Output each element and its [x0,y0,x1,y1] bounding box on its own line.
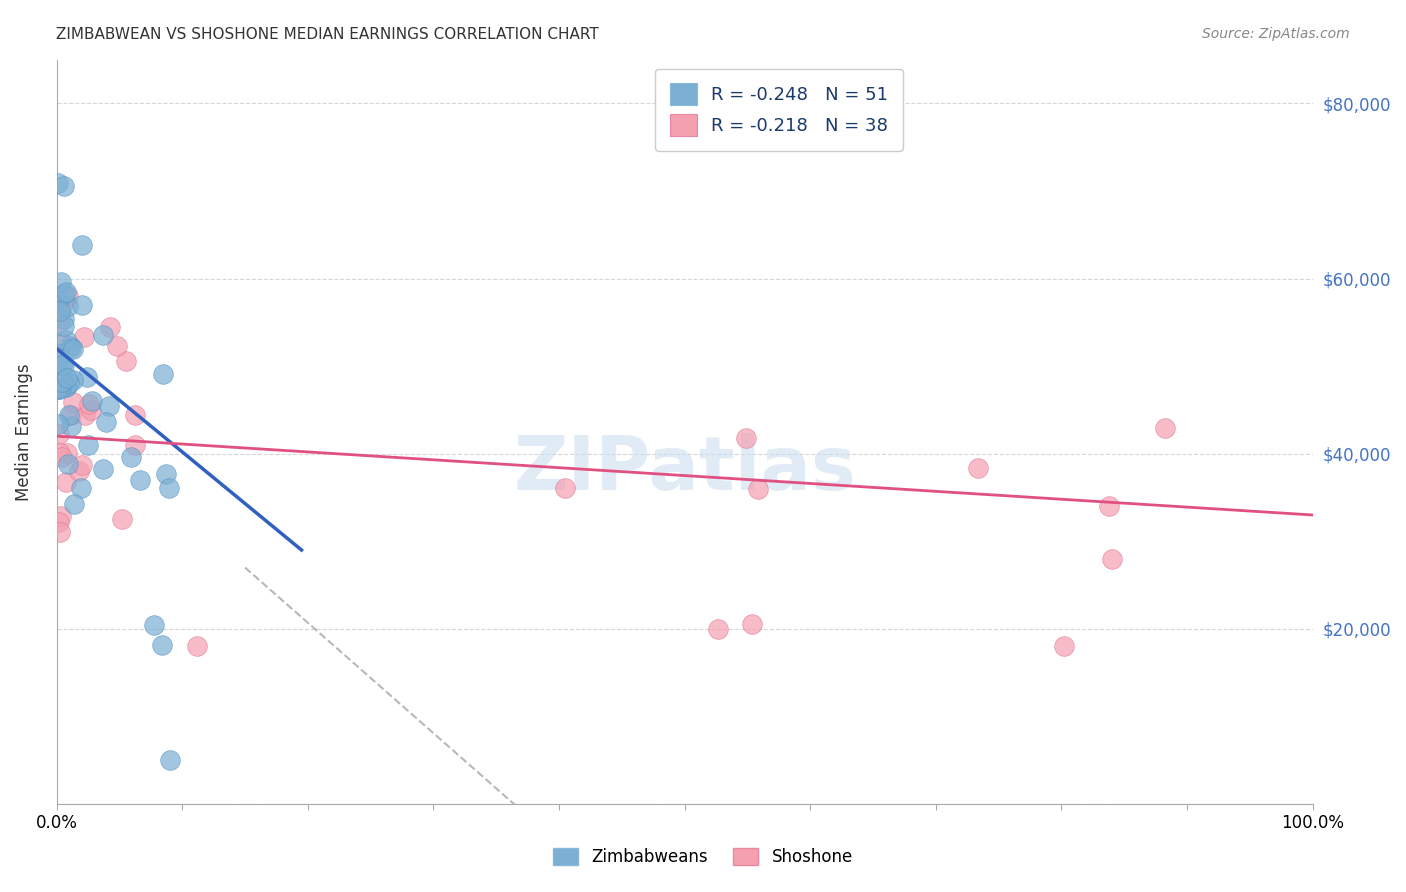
Point [80,402,103,417]
Point [46,358,69,372]
Point [70,238,93,252]
Point [58,376,80,390]
Point [51,298,73,312]
Point [735,431,758,445]
Point [70,297,93,311]
Point [60,418,83,433]
Point [49,303,72,318]
Point [51,335,73,350]
Point [143,617,166,632]
Legend: R = -0.248   N = 51, R = -0.218   N = 38: R = -0.248 N = 51, R = -0.218 N = 38 [655,69,903,151]
Point [1153,421,1175,435]
Point [120,450,142,464]
Point [51,375,73,389]
Point [62,373,84,387]
Point [52,319,75,334]
Point [966,461,988,475]
Point [91,328,114,343]
Point [76,438,98,452]
Point [55,285,77,300]
Point [152,368,174,382]
Text: ZIPatlas: ZIPatlas [513,433,856,506]
Point [48,445,70,459]
Point [77,397,100,411]
Point [91,462,114,476]
Point [55,380,77,394]
Point [124,438,146,452]
Point [49,382,72,396]
Point [157,481,180,495]
Point [75,408,97,422]
Point [55,475,77,489]
Point [48,524,70,539]
Point [155,467,177,481]
Point [741,617,763,632]
Point [150,638,173,652]
Point [48,427,70,442]
Point [76,370,98,384]
Point [48,382,70,396]
Point [59,408,82,422]
Point [52,287,75,301]
Point [111,512,134,526]
Legend: Zimbabweans, Shoshone: Zimbabweans, Shoshone [546,840,860,875]
Point [51,275,73,289]
Point [56,371,79,385]
Point [129,474,152,488]
Point [73,329,96,343]
Point [70,458,93,473]
Point [58,408,80,422]
Point [48,290,70,304]
Point [707,622,730,636]
Point [1053,640,1076,654]
Point [62,394,84,409]
Point [59,339,82,353]
Point [51,358,73,372]
Point [69,481,91,495]
Point [48,315,70,329]
Point [56,457,79,471]
Point [62,343,84,357]
Point [159,753,181,767]
Point [115,354,138,368]
Point [51,450,73,464]
Point [59,342,82,356]
Point [46,293,69,308]
Point [53,358,76,372]
Point [554,481,576,495]
Point [56,289,79,303]
Point [747,482,769,496]
Point [48,515,70,529]
Point [58,299,80,313]
Text: ZIMBABWEAN VS SHOSHONE MEDIAN EARNINGS CORRELATION CHART: ZIMBABWEAN VS SHOSHONE MEDIAN EARNINGS C… [56,27,599,42]
Text: Source: ZipAtlas.com: Source: ZipAtlas.com [1202,27,1350,41]
Point [55,379,77,393]
Point [186,640,208,654]
Point [1098,499,1121,513]
Point [55,333,77,347]
Point [105,339,128,353]
Point [49,508,72,523]
Y-axis label: Median Earnings: Median Earnings [15,363,32,500]
Point [80,393,103,408]
Point [56,446,79,460]
Point [100,319,122,334]
Point [53,179,76,194]
Point [48,355,70,369]
Point [97,400,120,414]
Point [1101,552,1123,566]
Point [67,464,90,478]
Point [48,346,70,360]
Point [46,417,69,431]
Point [52,311,75,326]
Point [94,415,117,429]
Point [63,497,86,511]
Point [124,408,146,422]
Point [46,176,69,190]
Point [46,381,69,395]
